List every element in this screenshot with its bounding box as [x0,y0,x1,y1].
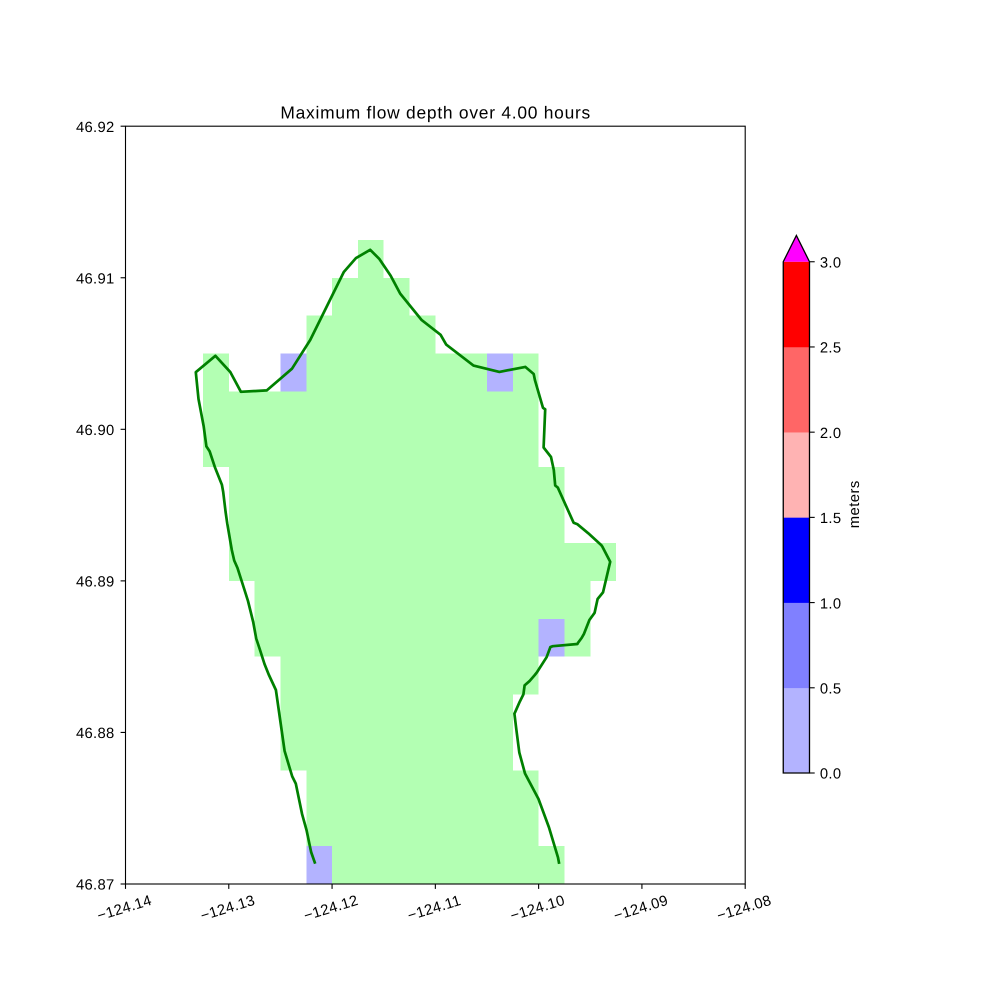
svg-text:46.87: 46.87 [76,878,115,894]
svg-text:1.0: 1.0 [820,596,841,612]
svg-text:3.0: 3.0 [820,255,841,271]
svg-text:46.89: 46.89 [76,575,115,591]
svg-text:1.5: 1.5 [820,511,841,527]
svg-text:46.88: 46.88 [76,726,115,742]
svg-text:46.91: 46.91 [76,271,115,287]
svg-text:2.5: 2.5 [820,341,841,357]
svg-text:46.92: 46.92 [76,120,115,136]
svg-text:Maximum flow depth over 4.00 h: Maximum flow depth over 4.00 hours [280,102,591,122]
svg-text:0.0: 0.0 [820,767,841,783]
svg-text:46.90: 46.90 [76,423,115,439]
svg-text:meters: meters [847,480,863,528]
svg-text:2.0: 2.0 [820,426,841,442]
svg-text:0.5: 0.5 [820,681,841,697]
